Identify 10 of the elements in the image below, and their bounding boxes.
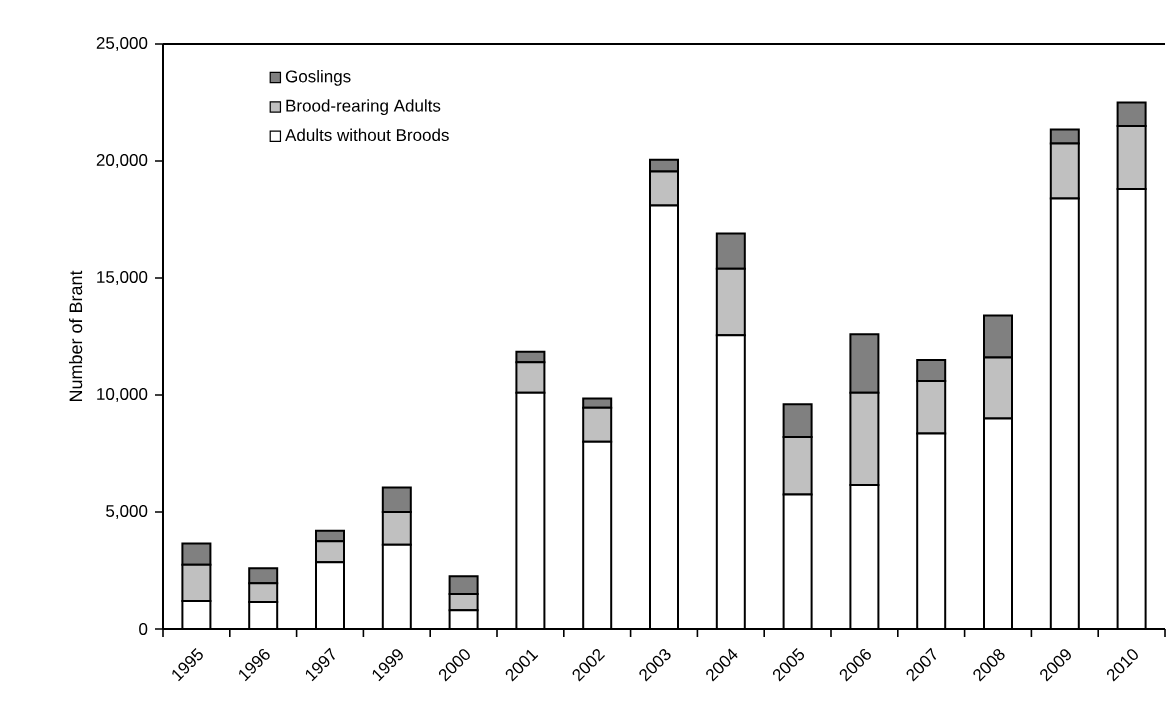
y-tick-label: 0: [139, 622, 148, 635]
y-tick-label: 25,000: [96, 36, 148, 51]
legend-label: Adults without Broods: [285, 128, 449, 142]
y-tick-label: 15,000: [97, 270, 148, 285]
y-tick-label: 10,000: [97, 387, 148, 402]
legend-label: Brood-rearing Adults: [286, 99, 441, 116]
y-tick-label: 5,000: [106, 504, 148, 519]
y-tick-label: 20,000: [96, 153, 148, 168]
legend-label: Goslings: [285, 69, 351, 86]
y-axis-title: Number of Brant: [68, 270, 83, 402]
